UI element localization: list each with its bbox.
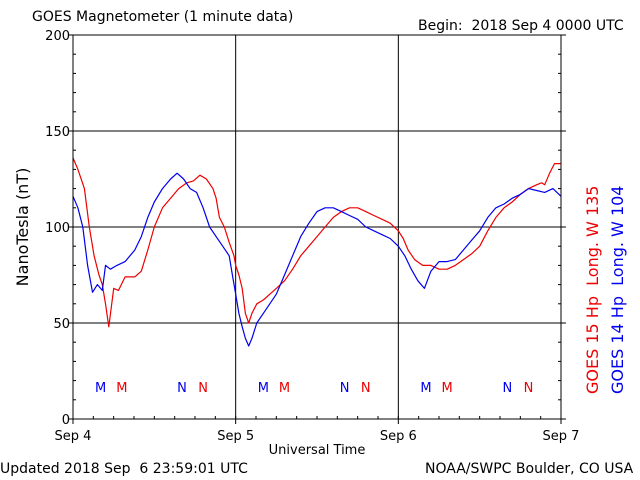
legend-goes14: GOES 14 Hp Long. W 104 xyxy=(608,186,627,394)
y-axis: 0 50 100 150 200 xyxy=(45,29,566,428)
marker-n: N xyxy=(198,381,208,396)
x-tick-label: Sep 5 xyxy=(217,429,254,444)
series-line-goes15 xyxy=(72,157,561,328)
marker-m: M xyxy=(442,381,453,396)
begin-time: Begin: 2018 Sep 4 0000 UTC xyxy=(418,18,624,34)
credit-text: NOAA/SWPC Boulder, CO USA xyxy=(425,461,634,477)
series-line-goes14 xyxy=(72,172,562,347)
marker-n: N xyxy=(502,381,512,396)
x-tick-label: Sep 7 xyxy=(543,429,580,444)
marker-m: M xyxy=(95,381,106,396)
y-tick-label: 200 xyxy=(45,29,70,44)
marker-n: N xyxy=(340,381,350,396)
chart-title: GOES Magnetometer (1 minute data) xyxy=(32,9,294,25)
updated-time: Updated 2018 Sep 6 23:59:01 UTC xyxy=(0,461,248,477)
y-tick-label: 0 xyxy=(62,413,70,428)
marker-n: N xyxy=(524,381,534,396)
legend-goes15: GOES 15 Hp Long. W 135 xyxy=(583,186,602,394)
series-layer xyxy=(72,157,562,347)
y-tick-label: 100 xyxy=(45,221,70,236)
y-tick-label: 50 xyxy=(53,317,70,332)
marker-n: N xyxy=(177,381,187,396)
x-tick-label: Sep 6 xyxy=(380,429,417,444)
x-tick-label: Sep 4 xyxy=(55,429,92,444)
marker-n: N xyxy=(361,381,371,396)
marker-m: M xyxy=(258,381,269,396)
y-tick-label: 150 xyxy=(45,125,70,140)
marker-m: M xyxy=(279,381,290,396)
y-axis-title: NanoTesla (nT) xyxy=(13,168,32,287)
x-axis-title: Universal Time xyxy=(269,443,366,458)
marker-m: M xyxy=(420,381,431,396)
x-axis: Sep 4 Sep 5 Sep 6 Sep 7 xyxy=(55,416,580,444)
marker-m: M xyxy=(116,381,127,396)
